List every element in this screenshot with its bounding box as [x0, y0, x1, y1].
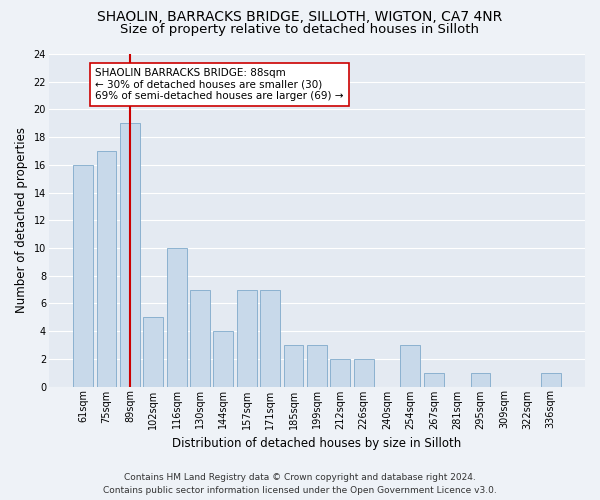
Text: SHAOLIN BARRACKS BRIDGE: 88sqm
← 30% of detached houses are smaller (30)
69% of : SHAOLIN BARRACKS BRIDGE: 88sqm ← 30% of …	[95, 68, 343, 101]
Text: Size of property relative to detached houses in Silloth: Size of property relative to detached ho…	[121, 22, 479, 36]
Text: SHAOLIN, BARRACKS BRIDGE, SILLOTH, WIGTON, CA7 4NR: SHAOLIN, BARRACKS BRIDGE, SILLOTH, WIGTO…	[97, 10, 503, 24]
Bar	[307, 345, 327, 387]
Bar	[260, 290, 280, 386]
Bar	[237, 290, 257, 386]
Bar	[120, 124, 140, 386]
Bar	[470, 372, 490, 386]
Bar	[400, 345, 421, 387]
Bar	[331, 359, 350, 386]
Bar	[97, 151, 116, 386]
Bar	[541, 372, 560, 386]
Bar	[143, 317, 163, 386]
Text: Contains HM Land Registry data © Crown copyright and database right 2024.
Contai: Contains HM Land Registry data © Crown c…	[103, 474, 497, 495]
Bar	[424, 372, 444, 386]
Y-axis label: Number of detached properties: Number of detached properties	[15, 128, 28, 314]
Bar	[354, 359, 374, 386]
Bar	[214, 331, 233, 386]
X-axis label: Distribution of detached houses by size in Silloth: Distribution of detached houses by size …	[172, 437, 461, 450]
Bar	[73, 165, 93, 386]
Bar	[190, 290, 210, 386]
Bar	[284, 345, 304, 387]
Bar	[167, 248, 187, 386]
